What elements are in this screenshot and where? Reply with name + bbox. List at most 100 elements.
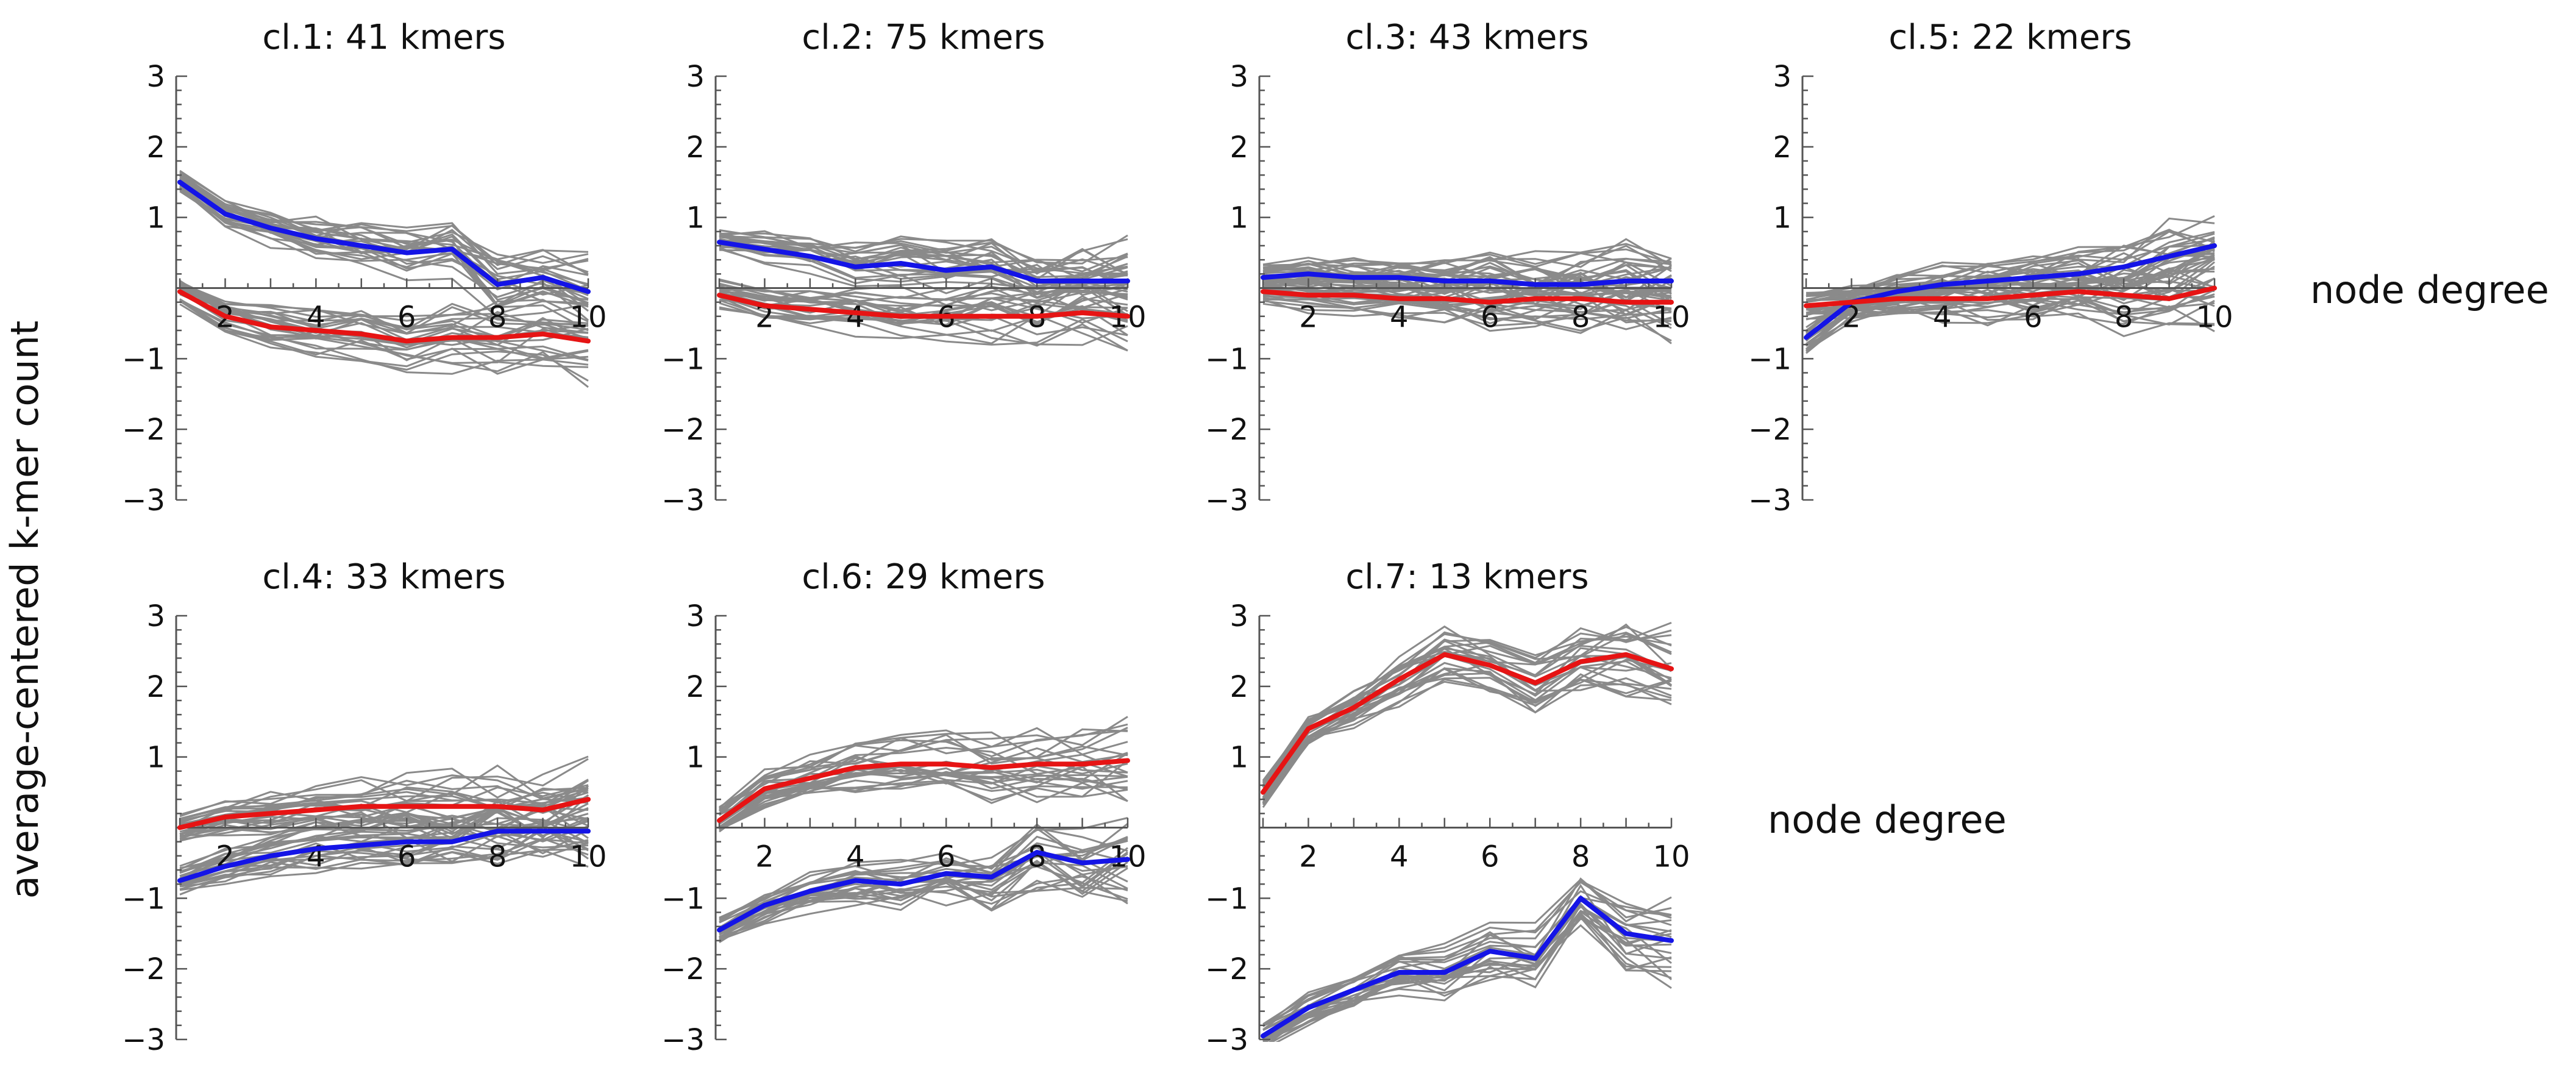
x-tick-label: 10 [2196, 301, 2233, 335]
gray-trace [179, 291, 589, 345]
x-tick-label: 6 [1481, 840, 1500, 874]
gray-trace [1806, 293, 2215, 313]
gray-trace [719, 873, 1128, 938]
y-tick-label: −3 [122, 1023, 165, 1057]
mean-line-upper [177, 797, 591, 830]
panel-title: cl.1: 41 kmers [262, 18, 505, 57]
gray-trace [719, 822, 1128, 921]
panel-3: cl.3: 43 kmers 3 2 1 −1 −2 −3 2 4 6 8 10 [1205, 18, 1690, 518]
y-tick-label: −2 [661, 413, 705, 447]
gray-trace [719, 827, 1128, 920]
x-tick-label: 8 [1571, 301, 1590, 335]
gray-trace [179, 280, 589, 332]
gray-trace [1262, 248, 1672, 275]
gray-trace [1806, 309, 2215, 338]
y-tick-label: −3 [661, 1023, 705, 1057]
y-tick-label: 3 [686, 599, 705, 633]
gray-trace [1262, 644, 1672, 787]
y-tick-label: −3 [1205, 1023, 1248, 1057]
trace-group [719, 229, 1128, 352]
y-tick-label: 2 [1229, 130, 1248, 165]
y-tick-label: −1 [1748, 342, 1791, 376]
panel-title: cl.3: 43 kmers [1345, 18, 1589, 57]
gray-trace [719, 286, 1128, 304]
gray-trace [1262, 667, 1672, 805]
gray-trace [719, 779, 1128, 831]
y-tick-label: −2 [1205, 413, 1248, 447]
gray-trace [179, 774, 589, 818]
x-tick-label: 4 [846, 840, 865, 874]
y-tick-label: 2 [686, 130, 705, 165]
mean-line-upper [1261, 271, 1674, 287]
gray-trace [179, 786, 589, 867]
y-tick-label: 3 [146, 60, 165, 94]
y-tick-label: 1 [146, 201, 165, 235]
y-tick-label: 3 [1773, 60, 1791, 94]
gray-trace [719, 235, 1128, 286]
y-tick-label: 1 [686, 201, 705, 235]
y-tick-label: 2 [1773, 130, 1791, 165]
x-axis-label-row1: node degree [2310, 268, 2549, 312]
mean-line-upper [1261, 652, 1674, 795]
y-tick-label: −1 [122, 882, 165, 916]
y-tick-label: −1 [661, 882, 705, 916]
y-tick-label: 1 [1229, 201, 1248, 235]
gray-trace [1262, 660, 1672, 804]
mean-line-upper [717, 240, 1130, 283]
mean-line-lower [1261, 896, 1674, 1039]
gray-trace [719, 240, 1128, 290]
y-tick-label: −2 [122, 952, 165, 986]
mean-line-lower [177, 289, 591, 344]
gray-trace [179, 280, 589, 338]
gray-trace [1262, 300, 1672, 323]
mean-line-lower [177, 829, 591, 883]
gray-trace [719, 774, 1128, 833]
mean-line-upper [1804, 243, 2217, 340]
gray-trace [1262, 896, 1672, 1027]
gray-trace [719, 302, 1128, 352]
gray-trace [1262, 879, 1672, 1027]
x-tick-label: 8 [488, 840, 507, 874]
x-axis-label-row2: node degree [1768, 797, 2007, 842]
y-tick-label: 1 [1229, 741, 1248, 775]
gray-trace [1262, 903, 1672, 1041]
gray-trace [179, 755, 589, 820]
gray-trace [719, 850, 1128, 939]
gray-trace [719, 759, 1128, 830]
y-tick-label: 1 [146, 741, 165, 775]
gray-trace [719, 817, 1128, 919]
gray-trace [179, 838, 589, 886]
trace-group [719, 716, 1128, 943]
y-tick-label: 2 [146, 670, 165, 704]
x-tick-label: 2 [1299, 301, 1318, 335]
x-tick-label: 6 [937, 840, 956, 874]
x-tick-label: 6 [1481, 301, 1500, 335]
x-tick-label: 4 [1390, 840, 1409, 874]
gray-trace [1262, 654, 1672, 799]
y-tick-label: −3 [661, 483, 705, 518]
gray-trace [1262, 652, 1672, 793]
y-tick-label: 2 [1229, 670, 1248, 704]
gray-trace [1262, 678, 1672, 804]
x-tick-label: 6 [397, 301, 416, 335]
panel-title: cl.5: 22 kmers [1888, 18, 2132, 57]
panel-title: cl.4: 33 kmers [262, 557, 505, 597]
x-tick-label: 6 [397, 840, 416, 874]
x-tick-label: 10 [1653, 301, 1690, 335]
gray-trace [719, 728, 1128, 812]
gray-trace [719, 727, 1128, 816]
gray-trace [719, 780, 1128, 830]
gray-trace [179, 300, 589, 361]
y-tick-label: −2 [1205, 952, 1248, 986]
mean-line-lower [1261, 289, 1674, 305]
gray-trace [1262, 878, 1672, 1025]
x-tick-label: 2 [1299, 840, 1318, 874]
panels: cl.1: 41 kmers 3 2 1 −1 −2 −3 2 4 6 8 10 cl.2: 75 km… [122, 18, 2233, 1057]
gray-trace [179, 848, 589, 891]
gray-trace [1262, 652, 1672, 798]
y-tick-label: −2 [1748, 413, 1791, 447]
